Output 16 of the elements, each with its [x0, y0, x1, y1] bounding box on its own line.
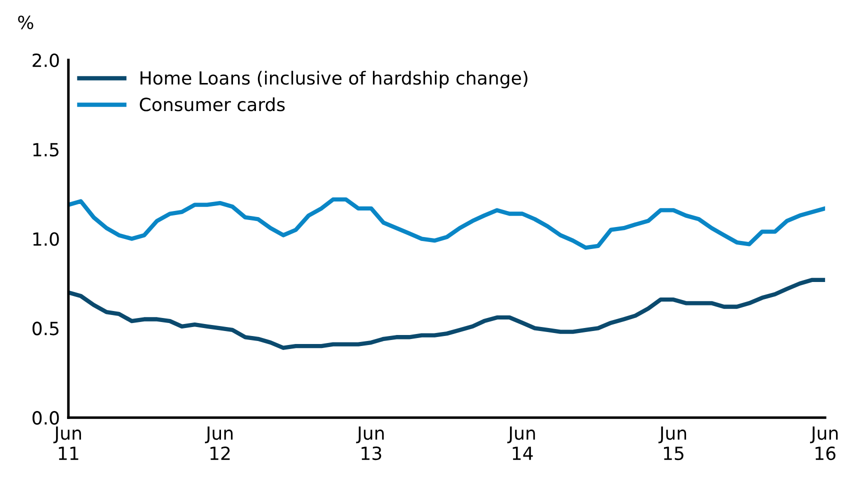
y-axis-title: % [18, 16, 34, 30]
x-tick-label: Jun 14 [507, 426, 535, 460]
legend-label: Consumer cards [140, 97, 285, 112]
x-tick-label: Jun 16 [810, 426, 838, 460]
y-tick-label: 1.5 [33, 143, 58, 157]
x-tick-label: Jun 15 [658, 426, 686, 460]
y-tick-label: 2.0 [32, 53, 59, 68]
y-tick-label: 0.0 [32, 411, 59, 425]
line-series [68, 278, 826, 350]
x-tick-label: Jun 13 [356, 426, 384, 460]
y-tick-label: 0.5 [32, 322, 58, 336]
x-tick-label: Jun 12 [204, 426, 233, 460]
legend-label: Home Loans (inclusive of hardship change) [140, 70, 528, 88]
y-tick-label: 1.0 [33, 232, 59, 246]
line-series [68, 197, 826, 250]
x-tick-label: Jun 11 [53, 426, 81, 460]
